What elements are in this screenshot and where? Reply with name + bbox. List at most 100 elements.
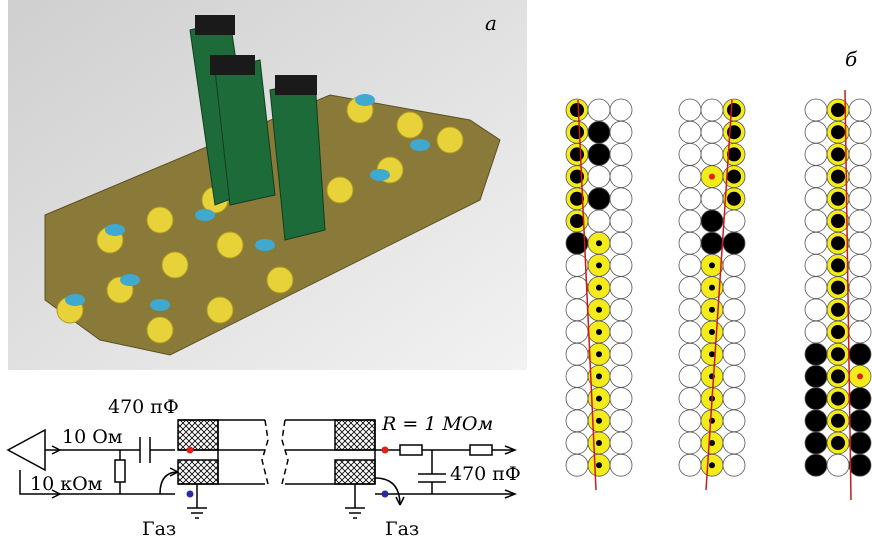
- tube: [610, 432, 632, 454]
- tube: [679, 166, 701, 188]
- tube-patterns: [566, 90, 871, 500]
- tube: [849, 432, 871, 454]
- hit: [727, 192, 741, 206]
- tube: [588, 166, 610, 188]
- tube: [679, 232, 701, 254]
- tube: [566, 277, 588, 299]
- hit: [831, 147, 845, 161]
- resistor-label: 10 Ом: [62, 426, 123, 448]
- hit: [709, 307, 715, 313]
- tube: [566, 299, 588, 321]
- tube: [849, 188, 871, 210]
- hit: [596, 440, 602, 446]
- tube: [805, 188, 827, 210]
- hit: [831, 414, 845, 428]
- tube: [849, 454, 871, 476]
- gas-label: Газ: [385, 518, 419, 540]
- hit: [596, 329, 602, 335]
- tube: [723, 343, 745, 365]
- hit: [570, 103, 584, 117]
- hit: [709, 285, 715, 291]
- hit: [831, 192, 845, 206]
- tube: [610, 99, 632, 121]
- tube: [805, 410, 827, 432]
- tube: [566, 343, 588, 365]
- tube: [849, 299, 871, 321]
- tube: [723, 210, 745, 232]
- gas-label: Газ: [142, 518, 176, 540]
- panel-label: а: [485, 11, 497, 35]
- tube: [679, 143, 701, 165]
- tube: [610, 188, 632, 210]
- hit: [596, 285, 602, 291]
- tube: [723, 454, 745, 476]
- tube: [723, 254, 745, 276]
- tube: [610, 343, 632, 365]
- resistor-label: 10 кОм: [30, 473, 103, 495]
- hit: [709, 351, 715, 357]
- tube: [805, 321, 827, 343]
- tube: [849, 210, 871, 232]
- tube: [849, 143, 871, 165]
- tube: [805, 432, 827, 454]
- photo: а: [8, 0, 527, 370]
- tube: [610, 143, 632, 165]
- tube: [805, 365, 827, 387]
- tube: [701, 143, 723, 165]
- tube: [723, 299, 745, 321]
- hit: [596, 262, 602, 268]
- tube: [849, 410, 871, 432]
- hit: [570, 125, 584, 139]
- hit: [570, 147, 584, 161]
- hit: [831, 281, 845, 295]
- hit: [596, 373, 602, 379]
- tube: [849, 254, 871, 276]
- hit: [831, 369, 845, 383]
- hit: [831, 103, 845, 117]
- tube: [566, 410, 588, 432]
- hit: [727, 170, 741, 184]
- hit: [596, 462, 602, 468]
- tube: [805, 254, 827, 276]
- tube: [679, 254, 701, 276]
- tube: [827, 454, 849, 476]
- hit: [596, 307, 602, 313]
- tube: [805, 166, 827, 188]
- tube: [849, 388, 871, 410]
- tube: [610, 388, 632, 410]
- tube: [679, 432, 701, 454]
- tube: [610, 321, 632, 343]
- resistor-label: R = 1 МОм: [381, 413, 493, 435]
- tube: [679, 321, 701, 343]
- tube: [849, 343, 871, 365]
- tube: [679, 277, 701, 299]
- hit: [596, 396, 602, 402]
- tube: [805, 99, 827, 121]
- tube: [701, 232, 723, 254]
- hit: [831, 347, 845, 361]
- tube: [805, 121, 827, 143]
- tube: [588, 143, 610, 165]
- hit: [831, 125, 845, 139]
- tube: [679, 410, 701, 432]
- tube: [805, 232, 827, 254]
- tube: [701, 188, 723, 210]
- hit: [831, 170, 845, 184]
- tube: [723, 365, 745, 387]
- tube: [805, 299, 827, 321]
- tube: [805, 454, 827, 476]
- hit: [831, 214, 845, 228]
- tube: [610, 121, 632, 143]
- tube: [566, 321, 588, 343]
- tube: [610, 166, 632, 188]
- tube: [588, 99, 610, 121]
- tube: [566, 454, 588, 476]
- hit: [831, 258, 845, 272]
- tube: [723, 321, 745, 343]
- tube: [679, 210, 701, 232]
- tube: [849, 166, 871, 188]
- tube: [679, 388, 701, 410]
- tube: [566, 432, 588, 454]
- tube: [849, 321, 871, 343]
- tube: [849, 232, 871, 254]
